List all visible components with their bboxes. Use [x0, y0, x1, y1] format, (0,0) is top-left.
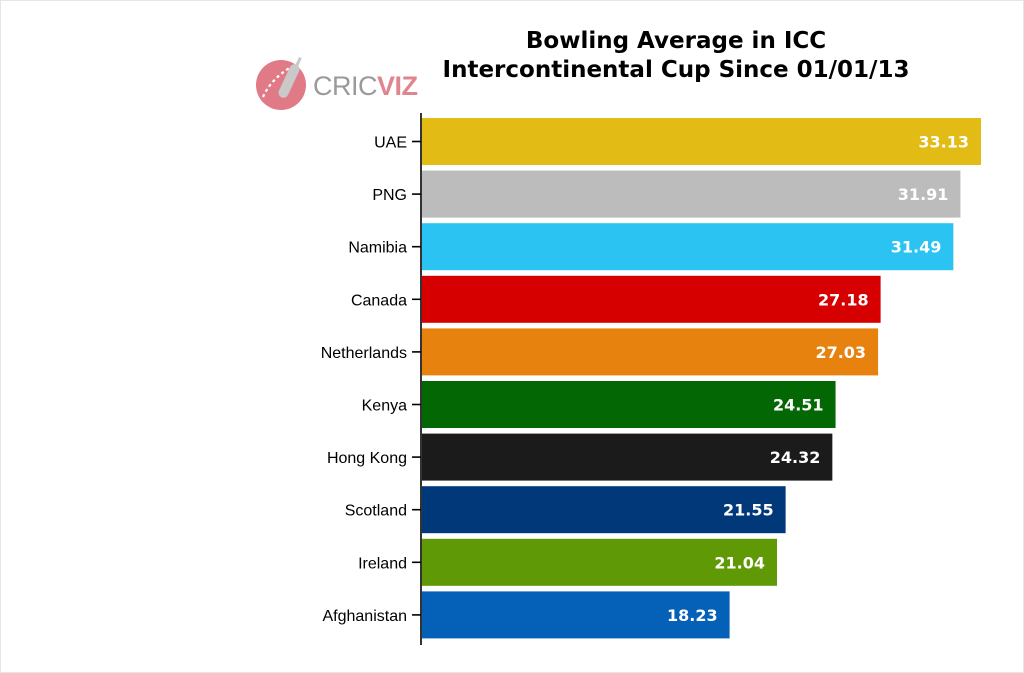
value-label-namibia: 31.49 [891, 238, 942, 257]
value-label-png: 31.91 [898, 185, 949, 204]
bar-ireland [422, 538, 778, 586]
bar-kenya [422, 381, 836, 428]
category-label-png: PNG [372, 187, 407, 204]
category-label-netherlands: Netherlands [321, 345, 407, 362]
cricviz-wordmark: CRICVIZ [313, 71, 418, 101]
category-label-afghanistan: Afghanistan [322, 608, 407, 625]
value-label-netherlands: 27.03 [815, 343, 866, 362]
logo-text-cric: CRIC [313, 71, 378, 101]
category-label-scotland: Scotland [345, 503, 407, 520]
category-label-ireland: Ireland [358, 555, 407, 572]
bar-afghanistan [422, 591, 730, 639]
bar-hong-kong [422, 433, 833, 481]
value-label-kenya: 24.51 [773, 396, 824, 415]
bar-scotland [422, 486, 786, 534]
bars-layer: UAE 33.13 PNG 31.91 Namibia 31.49 Canada 27.18 N… [321, 118, 981, 639]
cricviz-logo: CRICVIZ [255, 57, 418, 113]
cricket-bat-ball-icon [256, 57, 306, 110]
value-label-canada: 27.18 [818, 290, 869, 309]
bar-netherlands [422, 328, 879, 376]
bar-namibia [422, 223, 954, 271]
category-label-hong-kong: Hong Kong [327, 450, 407, 467]
chart-title-line-2: Intercontinental Cup Since 01/01/13 [442, 57, 910, 83]
category-label-namibia: Namibia [348, 240, 407, 257]
value-label-hong-kong: 24.32 [770, 448, 821, 467]
value-label-scotland: 21.55 [723, 501, 774, 520]
value-label-uae: 33.13 [918, 133, 969, 152]
value-label-afghanistan: 18.23 [667, 606, 718, 625]
category-label-kenya: Kenya [362, 398, 407, 415]
chart-title: Bowling Average in ICC Intercontinental … [391, 27, 961, 85]
chart-title-line-1: Bowling Average in ICC [525, 28, 827, 54]
logo-text-viz: VIZ [377, 71, 418, 101]
category-label-uae: UAE [374, 135, 407, 152]
bar-canada [422, 275, 881, 323]
bar-png [422, 170, 961, 218]
category-label-canada: Canada [351, 292, 407, 309]
bar-uae [422, 118, 981, 165]
value-label-ireland: 21.04 [714, 553, 765, 572]
